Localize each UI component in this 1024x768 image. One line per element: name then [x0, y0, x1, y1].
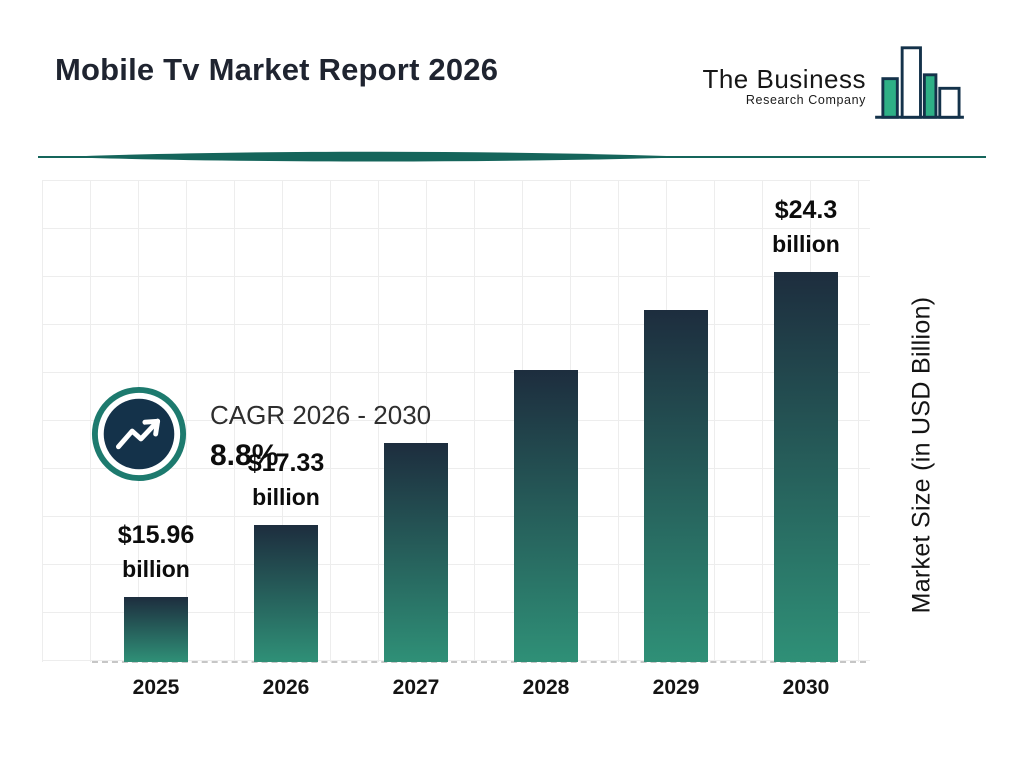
cagr-label: CAGR 2026 - 2030	[210, 400, 432, 430]
y-axis-label: Market Size (in USD Billion)	[907, 296, 936, 614]
cagr-value: 8.8%	[210, 439, 279, 472]
bar-2028	[514, 370, 578, 662]
bar-column-2026: $17.33 billion	[230, 449, 342, 662]
bar-2025	[124, 597, 188, 662]
company-logo: The Business Research Company	[702, 42, 966, 129]
x-axis-label-2030: 2030	[782, 676, 830, 699]
logo-name: The Business	[702, 64, 866, 94]
x-axis-label-2028: 2028	[522, 676, 570, 699]
chart-baseline	[92, 661, 866, 663]
trend-up-icon	[90, 385, 188, 488]
logo-bar-chart-icon	[874, 42, 966, 129]
x-axis-label-2027: 2027	[392, 676, 440, 699]
cagr-text: CAGR 2026 - 2030 8.8%	[210, 400, 431, 473]
bar-column-2030: $24.3 billion	[750, 196, 862, 662]
header-divider	[38, 150, 986, 164]
bar-value-label-2030: $24.3 billion	[772, 196, 840, 257]
x-axis-label-2026: 2026	[262, 676, 310, 699]
chart-area: $15.96 billion $17.33 billion $24.3 billion C…	[42, 180, 870, 663]
bar-2029	[644, 310, 708, 662]
cagr-badge: CAGR 2026 - 2030 8.8%	[90, 385, 431, 488]
xaxis-row: 2025 2026 2027 2028 2029 2030	[42, 676, 870, 700]
bar-value-label-2025: $15.96 billion	[117, 521, 195, 582]
bars-row: $15.96 billion $17.33 billion $24.3 billion	[42, 180, 870, 662]
x-axis-label-2025: 2025	[132, 676, 180, 699]
bar-2027	[384, 443, 448, 662]
bar-column-2025: $15.96 billion	[100, 521, 212, 662]
page-title: Mobile Tv Market Report 2026	[55, 52, 499, 87]
bar-column-2027	[360, 443, 472, 662]
x-axis-label-2029: 2029	[652, 676, 700, 699]
bar-value-label-2026: $17.33 billion	[247, 449, 325, 510]
bar-2030	[774, 272, 838, 662]
logo-text: The Business Research Company	[702, 64, 866, 107]
logo-subname: Research Company	[745, 93, 866, 107]
bar-column-2028	[490, 370, 602, 662]
bar-2026	[254, 525, 318, 662]
bar-column-2029	[620, 310, 732, 662]
